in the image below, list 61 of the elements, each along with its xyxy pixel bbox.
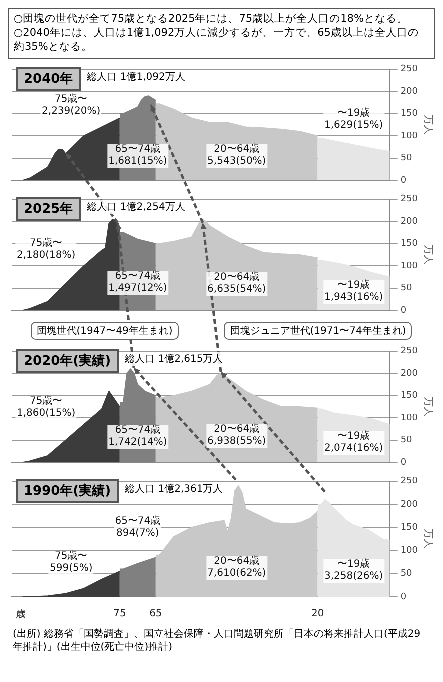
y-tick-label: 100 [400,412,418,423]
text: 団塊ジュニア世代(1971〜74年生まれ) [224,322,412,340]
y-tick-label: 200 [400,499,418,510]
y-tick-label: 0 [400,592,407,602]
y-tick-label: 0 [400,305,407,316]
annotation: 65〜74歳 1,497(12%) [108,271,168,296]
annotation: 〜19歳 3,258(26%) [324,559,384,583]
y-tick-label: 200 [400,368,418,378]
annotation: 75歳〜 2,239(20%) [42,94,101,118]
y-tick-label: 50 [400,568,413,579]
y-tick-label: 100 [400,260,418,271]
text: 団塊世代(1947〜49年生まれ) [30,322,179,340]
annotation: 20〜64歳 6,938(55%) [208,424,266,448]
annotation: 65〜74歳 1,681(15%) [108,144,168,168]
x-axis-title: 歳 [16,608,26,620]
y-tick-label: 250 [400,64,418,74]
chart-title: 2025年 [16,196,82,221]
annotation: 〜19歳 1,943(16%) [324,280,384,304]
chart-subtitle: 総人口 1億2,615万人 [125,352,224,366]
chart-subtitle: 総人口 1億2,361万人 [125,482,224,496]
y-tick-label: 150 [400,390,418,401]
x-tick-label: 75 [114,608,126,620]
annotation: 75歳〜 1,860(15%) [16,396,76,420]
annotation: 20〜64歳 7,610(62%) [208,556,266,580]
y-tick-label: 200 [400,86,418,96]
y-tick-label: 250 [400,346,418,356]
y-tick-label: 50 [400,435,413,446]
y-tick-label: 150 [400,238,418,249]
y-tick-label: 150 [400,522,418,532]
text: ○団塊の世代が全て75歳となる2025年には、75歳以上が全人口の18%となる。 [14,12,409,26]
y-tick-label: 100 [400,130,418,141]
y-tick-label: 50 [400,153,413,164]
text: (出所) 総務省「国勢調査」、国立社会保障・人口問題研究所「日本の将来推計人口(平成29年推計)」(出生中位(死亡中位)推計) [13,628,422,655]
annotation: 75歳〜 2,180(18%) [16,238,76,262]
y-tick-label: 150 [400,108,418,119]
x-tick-label: 20 [311,608,324,620]
y-axis-title: 万人 [422,114,434,135]
y-tick-label: 250 [400,476,418,486]
chart-subtitle: 総人口 1億2,254万人 [87,200,186,214]
chart-title: 1990年(実績) [16,478,120,503]
annotation: 65〜74歳 894(7%) [115,516,161,540]
text: ○2040年には、人口は1億1,092万人に減少するが、一方で、65歳以上は全人口の約35%となる。 [14,26,420,55]
annotation: 75歳〜 599(5%) [50,550,93,575]
y-tick-label: 250 [400,194,418,204]
annotation: 20〜64歳 5,543(50%) [208,144,266,168]
annotation: 65〜74歳 1,742(14%) [108,425,168,450]
annotation: 〜19歳 1,629(15%) [324,108,384,132]
chart-subtitle: 総人口 1億1,092万人 [87,70,186,84]
x-tick-label: 65 [150,608,162,620]
chart-title: 2040年 [16,66,82,91]
y-axis-title: 万人 [422,396,434,417]
annotation: 〜19歳 2,074(16%) [324,430,384,455]
chart-title: 2020年(実績) [16,348,120,373]
y-tick-label: 0 [400,457,407,468]
y-axis-title: 万人 [422,528,434,549]
annotation: 20〜64歳 6,635(54%) [208,272,266,296]
y-tick-label: 0 [400,175,407,186]
y-tick-label: 100 [400,546,418,556]
y-axis-title: 万人 [422,244,434,265]
y-tick-label: 50 [400,283,413,294]
y-tick-label: 200 [400,216,418,226]
